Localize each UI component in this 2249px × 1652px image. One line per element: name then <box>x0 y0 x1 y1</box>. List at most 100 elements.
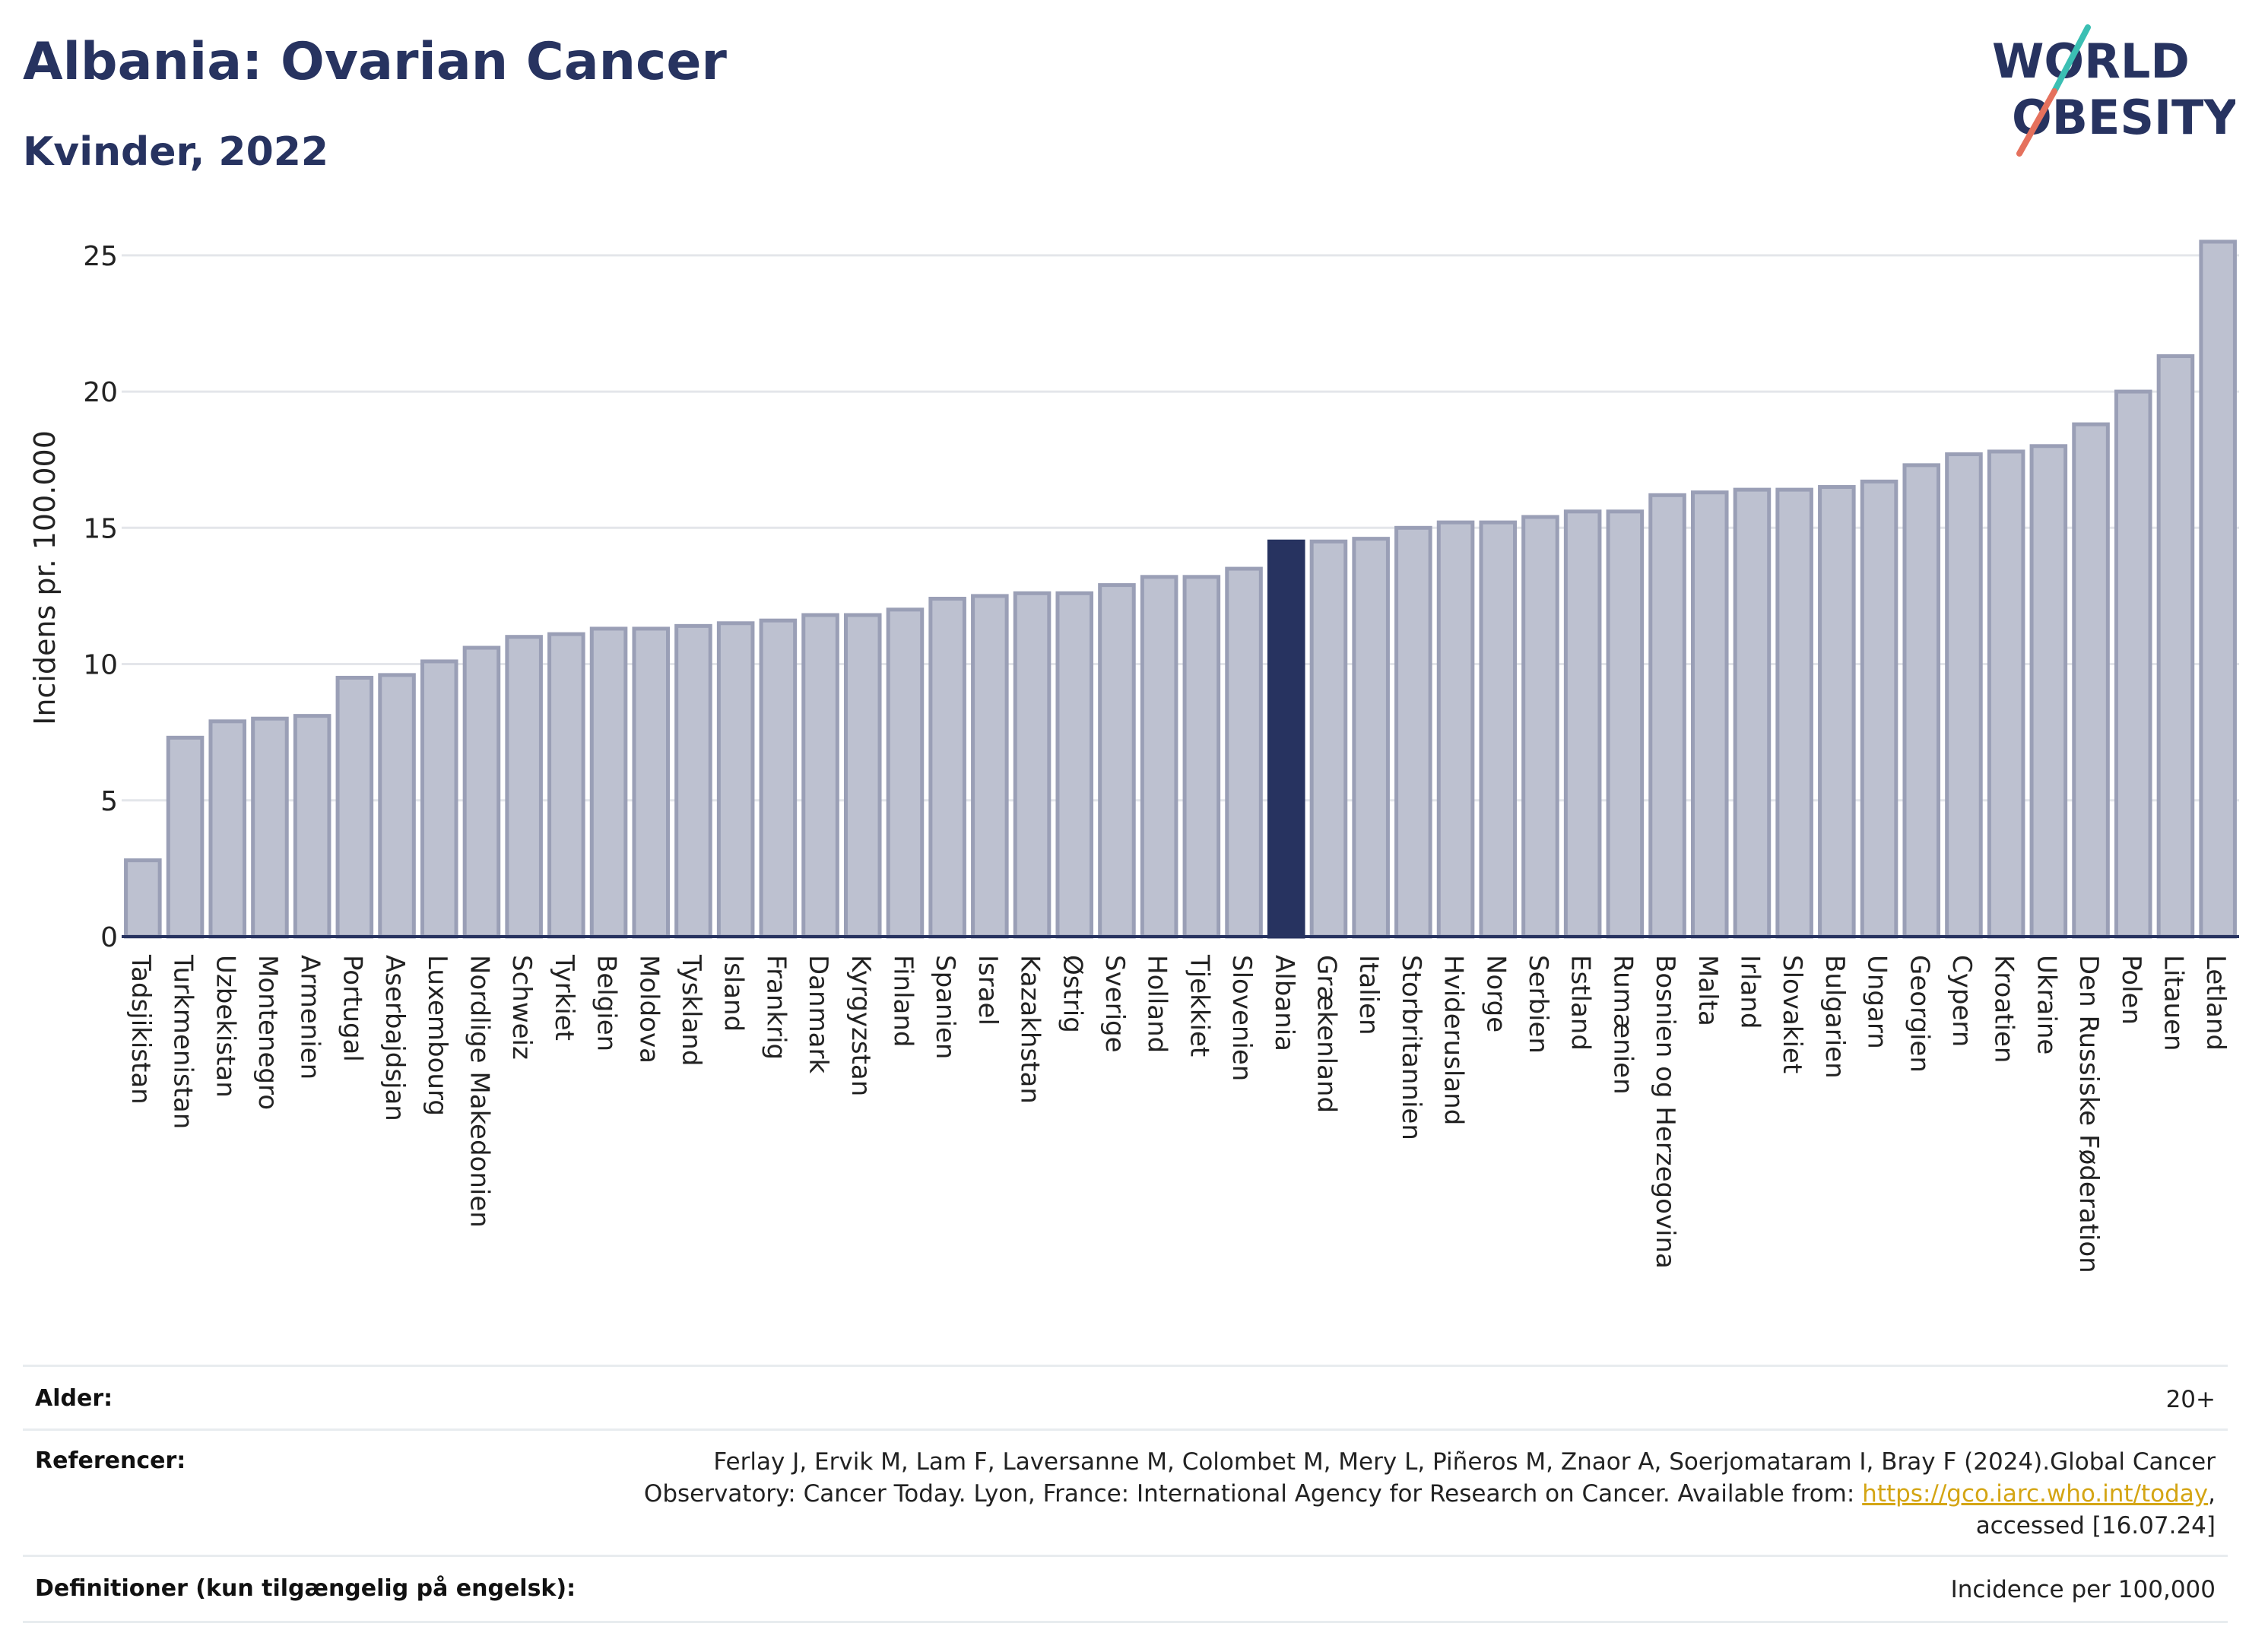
x-tick-label: Aserbajdsjan <box>379 955 410 1121</box>
bar <box>1987 449 2025 939</box>
x-tick-label: Sverige <box>1099 955 1130 1053</box>
bar <box>2029 444 2068 939</box>
bar <box>759 618 798 939</box>
bar <box>1309 539 1348 939</box>
reference-line-1: Ferlay J, Ervik M, Lam F, Laversanne M, … <box>713 1448 2216 1476</box>
x-tick-label: Uzbekistan <box>210 955 240 1098</box>
bar <box>971 594 1009 939</box>
y-tick-label: 15 <box>83 513 118 544</box>
bar <box>1394 525 1432 939</box>
bar <box>2072 422 2110 939</box>
x-tick-label: Holland <box>1142 955 1172 1053</box>
y-axis-label: Incidens pr. 100.000 <box>28 430 62 725</box>
reference-link[interactable]: https://gco.iarc.who.int/today <box>1862 1480 2209 1508</box>
x-tick-label: Finland <box>887 955 918 1048</box>
x-tick-label: Turkmenistan <box>168 954 198 1129</box>
x-tick-label: Armenien <box>295 955 325 1080</box>
x-tick-label: Kyrgyzstan <box>845 955 876 1096</box>
y-tick-label: 5 <box>100 786 118 817</box>
bar <box>1225 566 1263 939</box>
x-tick-label: Belgien <box>592 955 622 1051</box>
bar <box>1140 575 1178 939</box>
x-tick-label: Israel <box>972 955 1003 1026</box>
x-tick-label: Den Russiske Føderation <box>2073 955 2104 1273</box>
bar <box>1098 583 1136 939</box>
x-tick-label: Tjekkiet <box>1184 954 1214 1057</box>
bar <box>1945 452 1983 939</box>
x-tick-label: Polen <box>2116 955 2146 1025</box>
bar <box>2199 239 2237 939</box>
x-tick-label: Moldova <box>633 955 664 1064</box>
x-tick-label: Malta <box>1692 955 1723 1026</box>
bar <box>928 597 966 939</box>
x-tick-label: Danmark <box>803 955 833 1073</box>
x-tick-label: Schweiz <box>506 955 537 1060</box>
x-tick-label: Kroatien <box>1989 955 2019 1063</box>
x-tick-label: Nordlige Makedonien <box>464 955 494 1228</box>
x-tick-label: Portugal <box>337 955 367 1062</box>
x-tick-label: Ungarn <box>1862 955 1892 1049</box>
bar-chart: 0 5 10 15 20 25 Tadsjikistan Turkmenistan Uzbek… <box>28 239 2239 1273</box>
x-tick-label: Georgien <box>1904 955 1934 1073</box>
bar <box>1733 487 1772 939</box>
x-tick-label: Bosnien og Herzegovina <box>1650 955 1680 1269</box>
bar <box>674 623 712 939</box>
y-tick-label: 0 <box>100 922 118 953</box>
bar <box>1352 537 1390 939</box>
x-tick-labels: Tadsjikistan Turkmenistan Uzbekistan Monten… <box>125 954 2231 1273</box>
reference-line-3: accessed [16.07.24] <box>1975 1512 2216 1539</box>
bar <box>1055 591 1094 939</box>
bar <box>1521 515 1559 939</box>
footer-age-row: Alder: 20+ <box>23 1365 2228 1431</box>
bar <box>1860 479 1898 939</box>
bar <box>1479 520 1518 939</box>
x-tick-label: Island <box>718 955 749 1032</box>
bar <box>293 714 331 939</box>
bar <box>1606 509 1645 939</box>
bar <box>843 613 882 939</box>
references-text: Ferlay J, Ervik M, Lam F, Laversanne M, … <box>644 1446 2216 1542</box>
x-tick-label: Tyskland <box>676 954 706 1066</box>
reference-line-2-text: Observatory: Cancer Today. Lyon, France:… <box>643 1480 1863 1508</box>
bar <box>801 613 839 939</box>
x-tick-label: Norge <box>1480 955 1511 1032</box>
x-tick-label: Montenegro <box>252 955 283 1110</box>
x-tick-label: Litauen <box>2158 955 2188 1051</box>
x-tick-label: Slovenien <box>1226 955 1257 1081</box>
x-tick-label: Serbien <box>1523 955 1553 1054</box>
footer-references-row: Referencer: Ferlay J, Ervik M, Lam F, La… <box>23 1428 2228 1557</box>
x-tick-label: Albania <box>1269 955 1299 1051</box>
x-tick-label: Bulgarien <box>1819 955 1850 1079</box>
bar <box>166 735 205 939</box>
x-tick-label: Grækenland <box>1311 955 1341 1113</box>
bars <box>124 239 2237 939</box>
x-tick-label: Italien <box>1353 955 1384 1035</box>
references-label: Referencer: <box>35 1447 186 1474</box>
bar <box>378 673 416 939</box>
bar <box>505 635 543 939</box>
bar <box>335 675 374 939</box>
footer: Alder: 20+ Referencer: Ferlay J, Ervik M… <box>23 1365 2228 1623</box>
y-tick-labels: 0 5 10 15 20 25 <box>83 241 118 953</box>
bar <box>1013 591 1052 939</box>
x-tick-label: Irland <box>1734 955 1765 1029</box>
x-tick-label: Estland <box>1565 955 1596 1051</box>
bar <box>1563 509 1602 939</box>
logo-line1: WORLD <box>1992 33 2190 89</box>
world-obesity-logo: WORLD OBESITY <box>1992 24 2235 157</box>
x-tick-label: Tadsjikistan <box>125 954 156 1105</box>
chart-subtitle: Kvinder, 2022 <box>23 129 329 175</box>
y-tick-label: 20 <box>83 377 118 408</box>
x-tick-label: Østrig <box>1057 955 1087 1033</box>
bar <box>1182 575 1221 939</box>
x-tick-label: Rumænien <box>1607 955 1638 1095</box>
x-tick-label: Spanien <box>930 955 960 1059</box>
reference-line-2-end: , <box>2208 1480 2216 1508</box>
bar <box>462 645 501 939</box>
bar <box>886 607 925 939</box>
bar <box>1902 463 1941 939</box>
x-tick-label: Letland <box>2200 955 2231 1051</box>
bar <box>251 716 289 939</box>
bar <box>1775 487 1813 939</box>
bar-highlighted <box>1267 539 1305 939</box>
